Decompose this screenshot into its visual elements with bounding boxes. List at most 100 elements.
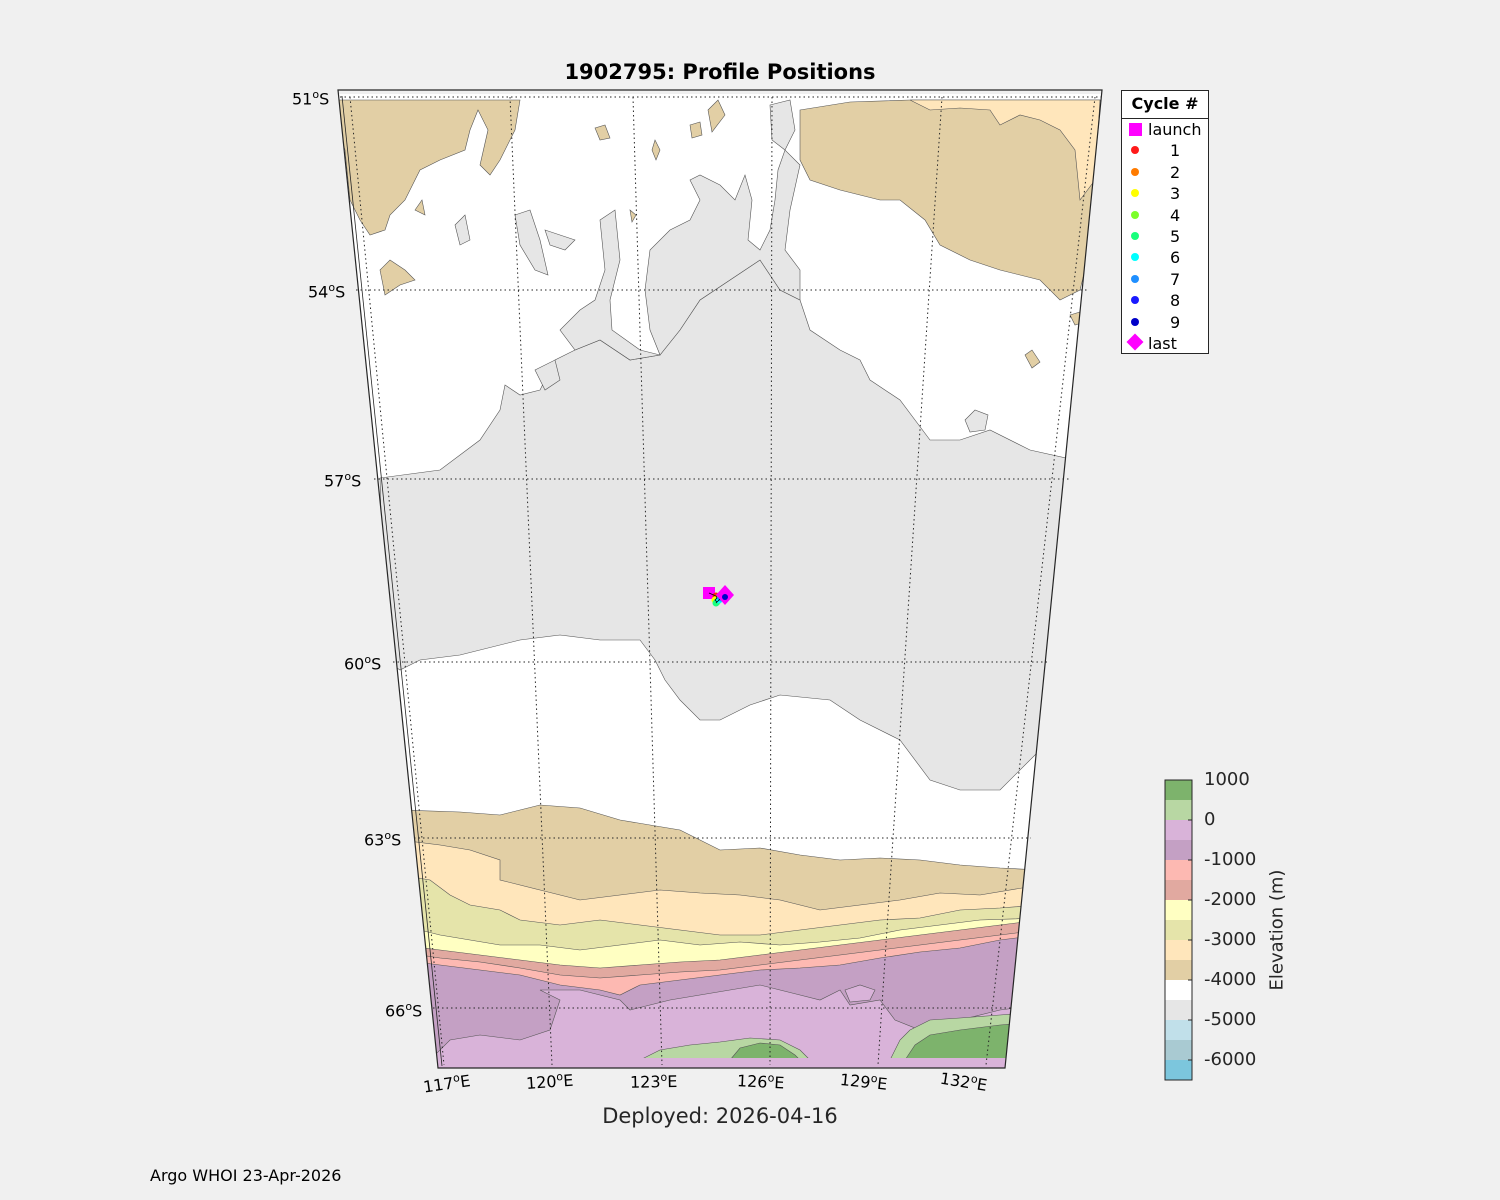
- legend-item-cycle-7: 7: [1122, 269, 1208, 290]
- colorbar-title: Elevation (m): [1266, 869, 1288, 991]
- bathy-grey-north-3: [514, 209, 549, 276]
- cycle-9-marker: [722, 594, 728, 600]
- legend-cycle-number: 4: [1170, 205, 1181, 225]
- colorbar-label: -1000: [1204, 849, 1257, 870]
- bathy-tan-spot-3: [707, 99, 726, 133]
- graticule: [340, 96, 1101, 1066]
- colorbar-label: -2000: [1204, 889, 1257, 910]
- bathy-grey-spot-1: [964, 409, 989, 433]
- legend-title: Cycle #: [1122, 91, 1208, 119]
- cycle-dot-icon: [1131, 189, 1139, 198]
- bathy-tan-nw-2: [379, 259, 416, 296]
- bathy-tan-nw: [338, 99, 521, 236]
- colorbar-segment: [1165, 940, 1192, 961]
- lat-label-66: 66oS: [385, 1000, 423, 1021]
- lon-label-120: 120oE: [525, 1070, 575, 1093]
- bathy-bottom-edge: [400, 1058, 1040, 1068]
- lon-label-126: 126oE: [736, 1071, 785, 1093]
- legend-item-cycle-6: 6: [1122, 247, 1208, 268]
- legend-item-cycle-9: 9: [1122, 312, 1208, 333]
- colorbar-segment: [1165, 1020, 1192, 1041]
- bathy-tan-spot-2: [651, 139, 661, 161]
- cycle-dot-icon: [1131, 231, 1139, 240]
- colorbar-segment: [1165, 880, 1192, 901]
- legend-cycle-number: 3: [1170, 184, 1181, 204]
- lat-label-60: 60oS: [344, 653, 382, 674]
- plot-title: 1902795: Profile Positions: [564, 60, 876, 84]
- legend-cycle-number: 1: [1170, 141, 1181, 161]
- lon-label-123: 123oE: [629, 1070, 678, 1092]
- colorbar-label: -5000: [1204, 1009, 1257, 1030]
- colorbar-segment: [1165, 820, 1192, 841]
- cycle-dot-icon: [1131, 296, 1139, 305]
- map-frame-inner: [341, 95, 443, 1067]
- legend-cycle-number: 5: [1170, 226, 1181, 246]
- lat-label-57: 57oS: [324, 470, 362, 491]
- legend-item-cycle-4: 4: [1122, 205, 1208, 226]
- legend-item-cycle-5: 5: [1122, 226, 1208, 247]
- colorbar-segment: [1165, 960, 1192, 981]
- legend-label-launch: launch: [1148, 120, 1202, 139]
- colorbar-segment: [1165, 780, 1192, 801]
- colorbar-label: 0: [1204, 809, 1216, 830]
- bathy-lilac-spot: [844, 984, 876, 1003]
- colorbar-label: -3000: [1204, 929, 1257, 950]
- colorbar-label: 1000: [1204, 769, 1250, 790]
- cycle-dot-icon: [1131, 167, 1139, 176]
- lat-label-63: 63oS: [364, 829, 402, 850]
- bathy-tan-spot-4: [689, 121, 703, 139]
- map-frame: [337, 89, 1103, 1069]
- lon-line-132: [985, 96, 1096, 1066]
- colorbar-segment: [1165, 980, 1192, 1001]
- bathy-grey-north-5: [454, 214, 471, 246]
- legend-cycle-number: 2: [1170, 162, 1181, 182]
- lat-label-51: 51oS: [292, 88, 330, 109]
- deployed-date: Deployed: 2026-04-16: [602, 1104, 838, 1128]
- colorbar-label: -4000: [1204, 969, 1257, 990]
- cycle-dot-icon: [1131, 253, 1139, 262]
- legend-cycle-number: 6: [1170, 248, 1181, 268]
- legend-item-cycle-8: 8: [1122, 290, 1208, 311]
- bathy-tan-spot-7: [414, 199, 426, 216]
- legend-cycle-number: 9: [1170, 312, 1181, 332]
- bathy-tan-spot-5: [1024, 349, 1041, 369]
- legend-item-launch: launch: [1122, 119, 1208, 140]
- colorbar-segment: [1165, 1000, 1192, 1021]
- lon-line-126: [769, 96, 773, 1066]
- bathy-grey-north-1: [559, 149, 801, 361]
- bathy-tan-spot-1: [594, 124, 611, 141]
- cycle-dot-icon: [1131, 317, 1139, 326]
- legend-cycle-number: 8: [1170, 291, 1181, 311]
- cycle-dot-icon: [1131, 146, 1139, 155]
- legend-item-last: last: [1122, 333, 1208, 354]
- cycle-dot-icon: [1131, 210, 1139, 219]
- bathymetry: [338, 94, 1102, 1068]
- colorbar-segment: [1165, 920, 1192, 941]
- colorbar-segment: [1165, 800, 1192, 821]
- lon-line-117: [349, 96, 445, 1066]
- last-diamond-icon: [1126, 333, 1144, 351]
- cycle-dot-icon: [1131, 274, 1139, 283]
- legend-item-cycle-2: 2: [1122, 162, 1208, 183]
- legend-label-last: last: [1148, 333, 1177, 353]
- bathy-grey-north-6: [534, 359, 561, 391]
- bathy-grey-north-4: [544, 229, 576, 251]
- footer-credit: Argo WHOI 23-Apr-2026: [150, 1166, 342, 1185]
- bathy-lilac-south: [429, 984, 1041, 1061]
- lat-label-54: 54oS: [308, 281, 346, 302]
- legend-item-cycle-3: 3: [1122, 183, 1208, 204]
- colorbar: [1164, 779, 1193, 1081]
- bathy-tan-spot-8: [629, 209, 637, 223]
- launch-square-icon: [1129, 123, 1142, 136]
- colorbar-segment: [1165, 1060, 1192, 1081]
- colorbar-label: -6000: [1204, 1049, 1257, 1070]
- profile-markers: [703, 585, 734, 607]
- colorbar-segment: [1165, 1040, 1192, 1061]
- legend-item-cycle-1: 1: [1122, 140, 1208, 161]
- colorbar-segment: [1165, 860, 1192, 881]
- colorbar-frame: [1164, 779, 1193, 1081]
- colorbar-segment: [1165, 840, 1192, 861]
